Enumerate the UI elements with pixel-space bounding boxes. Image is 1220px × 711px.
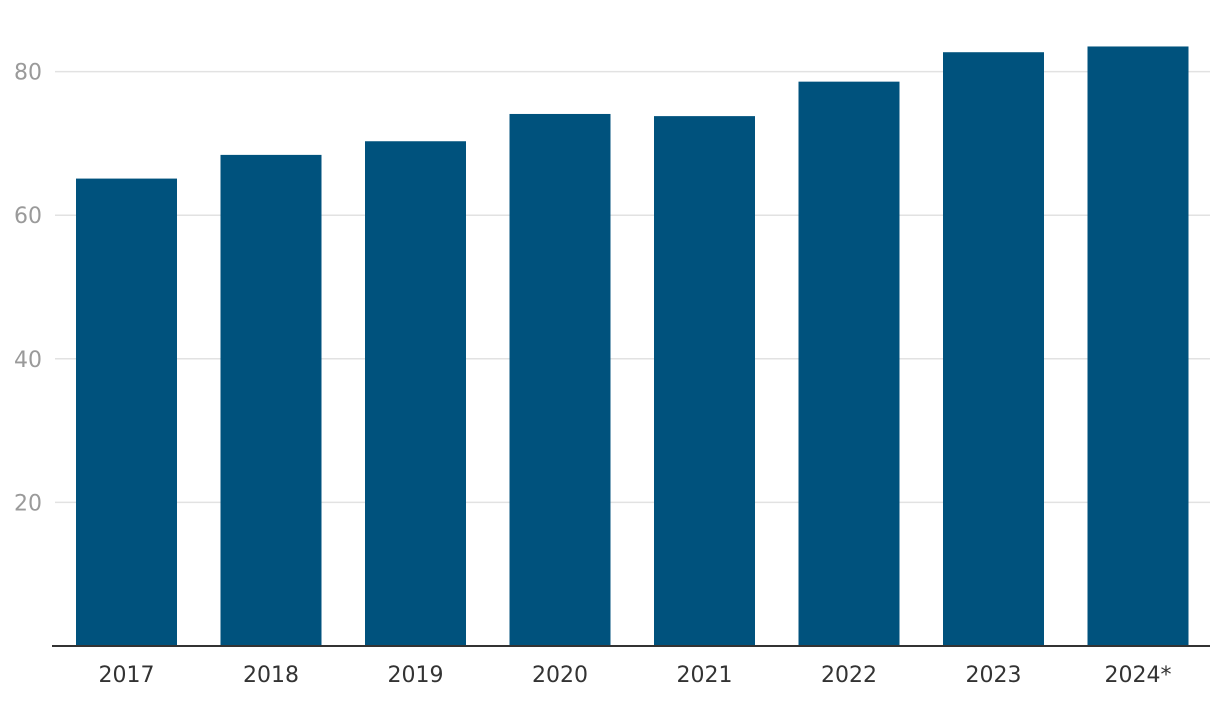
bar-2024-star xyxy=(1087,46,1189,647)
x-tick-label: 2019 xyxy=(388,663,444,688)
x-tick-label: 2020 xyxy=(532,663,588,688)
x-tick-label: 2018 xyxy=(243,663,299,688)
x-tick-label: 2017 xyxy=(99,663,155,688)
bar-2023 xyxy=(943,52,1044,647)
y-tick-label: 80 xyxy=(14,61,42,86)
x-tick-label: 2023 xyxy=(966,663,1022,688)
bars xyxy=(76,46,1189,647)
bar-2019 xyxy=(365,141,466,646)
x-tick-label: 2024* xyxy=(1105,663,1172,688)
y-tick-label: 60 xyxy=(14,204,42,229)
bar-2022 xyxy=(798,81,900,647)
y-tick-label: 20 xyxy=(14,491,42,516)
x-tick-label: 2022 xyxy=(821,663,877,688)
y-tick-label: 40 xyxy=(14,348,42,373)
bar-2018 xyxy=(220,154,322,646)
bar-2017 xyxy=(76,178,177,646)
y-axis-ticks: 20 40 60 80 xyxy=(14,61,42,517)
bar-2021 xyxy=(654,116,755,647)
x-tick-label: 2021 xyxy=(677,663,733,688)
x-axis-ticks: 2017 2018 2019 2020 2021 2022 2023 2024* xyxy=(99,663,1172,688)
bar-2020 xyxy=(509,113,611,647)
